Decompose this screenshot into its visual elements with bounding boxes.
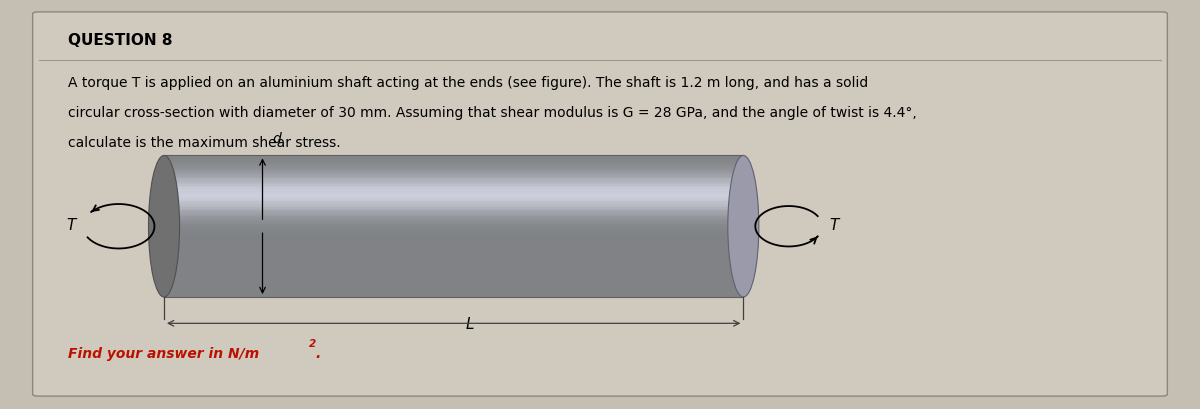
Bar <box>164 174 743 175</box>
Bar <box>164 213 743 214</box>
Bar <box>164 276 743 278</box>
Ellipse shape <box>728 156 758 297</box>
Text: calculate is the maximum shear stress.: calculate is the maximum shear stress. <box>68 136 341 150</box>
Bar <box>164 223 743 225</box>
Bar <box>164 248 743 249</box>
Text: .: . <box>316 346 320 360</box>
Bar <box>164 244 743 246</box>
Bar <box>164 204 743 205</box>
Bar <box>164 232 743 234</box>
Bar <box>164 186 743 188</box>
Bar <box>164 181 743 182</box>
Bar <box>164 237 743 239</box>
Bar <box>164 177 743 179</box>
Bar <box>164 165 743 167</box>
Bar <box>164 255 743 257</box>
Bar <box>164 230 743 232</box>
Bar <box>164 202 743 204</box>
Bar <box>164 172 743 174</box>
Bar <box>164 195 743 197</box>
Bar <box>164 158 743 160</box>
Bar <box>164 184 743 186</box>
Bar <box>164 169 743 170</box>
Bar <box>164 227 743 229</box>
Text: L: L <box>466 316 474 331</box>
Bar <box>164 287 743 288</box>
Text: A torque T is applied on an aluminium shaft acting at the ends (see figure). The: A torque T is applied on an aluminium sh… <box>68 75 869 89</box>
Bar <box>164 294 743 296</box>
Bar <box>164 175 743 177</box>
Bar <box>164 179 743 181</box>
Bar <box>164 296 743 297</box>
Text: QUESTION 8: QUESTION 8 <box>68 33 173 48</box>
Bar <box>164 221 743 223</box>
Bar <box>164 211 743 213</box>
Bar <box>164 288 743 290</box>
Bar <box>164 182 743 184</box>
Text: d: d <box>272 132 281 146</box>
Bar <box>164 156 743 158</box>
Bar <box>164 283 743 285</box>
Bar <box>164 257 743 258</box>
Bar <box>164 163 743 165</box>
Bar <box>164 249 743 252</box>
Bar <box>164 220 743 221</box>
Bar <box>164 290 743 292</box>
Bar <box>164 246 743 248</box>
Bar <box>164 280 743 281</box>
Bar <box>164 236 743 237</box>
Bar <box>164 278 743 280</box>
Bar <box>164 198 743 200</box>
Bar <box>164 292 743 294</box>
Bar <box>164 264 743 265</box>
Bar <box>164 260 743 262</box>
Bar <box>164 258 743 260</box>
Bar <box>164 191 743 193</box>
Text: Find your answer in N/m: Find your answer in N/m <box>68 346 259 360</box>
Bar <box>164 271 743 272</box>
Bar <box>164 267 743 269</box>
Bar <box>164 200 743 202</box>
Bar <box>164 160 743 162</box>
Bar <box>164 239 743 241</box>
Bar <box>164 188 743 190</box>
Bar <box>164 225 743 227</box>
Text: 2: 2 <box>310 338 317 348</box>
Ellipse shape <box>149 156 180 297</box>
Bar <box>164 281 743 283</box>
Bar <box>164 197 743 198</box>
Bar <box>164 170 743 172</box>
Text: T: T <box>829 217 839 232</box>
Bar <box>164 253 743 255</box>
Bar <box>164 229 743 230</box>
Bar <box>164 205 743 207</box>
FancyBboxPatch shape <box>32 13 1168 396</box>
Bar <box>164 252 743 253</box>
Bar <box>164 241 743 243</box>
Bar <box>164 285 743 287</box>
Bar <box>164 265 743 267</box>
Bar <box>164 218 743 220</box>
Bar <box>164 214 743 216</box>
Bar <box>164 262 743 264</box>
Bar <box>164 234 743 236</box>
Bar <box>164 162 743 163</box>
Bar <box>164 207 743 209</box>
Bar <box>164 272 743 274</box>
Bar <box>164 190 743 191</box>
Text: T: T <box>66 217 76 232</box>
Bar <box>164 193 743 195</box>
Bar <box>164 269 743 271</box>
Bar <box>164 243 743 244</box>
Bar <box>164 167 743 169</box>
Bar <box>164 274 743 276</box>
Bar <box>164 216 743 218</box>
Bar <box>164 209 743 211</box>
Text: circular cross-section with diameter of 30 mm. Assuming that shear modulus is G : circular cross-section with diameter of … <box>68 106 917 119</box>
